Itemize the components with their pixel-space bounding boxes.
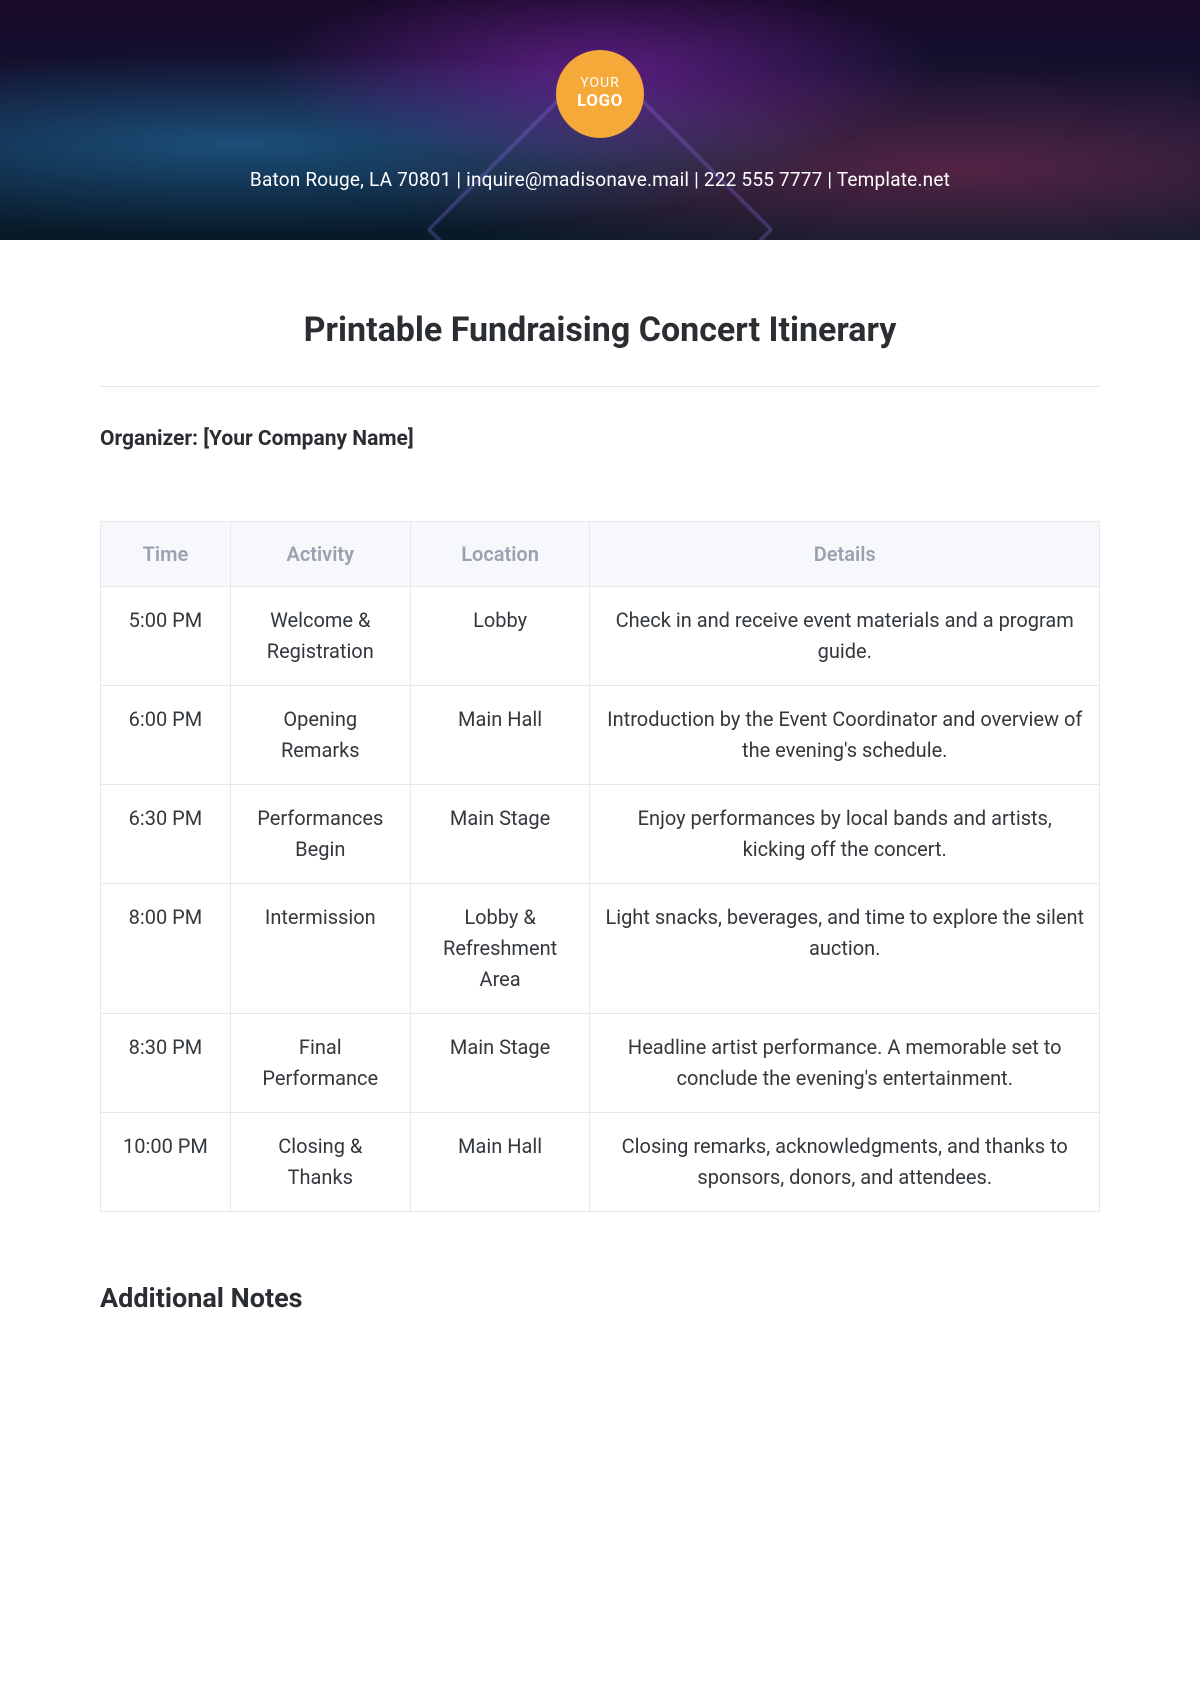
table-row: 5:00 PM Welcome & Registration Lobby Che… [101, 587, 1100, 686]
col-header-location: Location [410, 522, 590, 587]
cell-time: 5:00 PM [101, 587, 231, 686]
page-title: Printable Fundraising Concert Itinerary [100, 310, 1100, 350]
table-row: 6:00 PM Opening Remarks Main Hall Introd… [101, 686, 1100, 785]
cell-activity: Final Performance [230, 1014, 410, 1113]
itinerary-table: Time Activity Location Details 5:00 PM W… [100, 521, 1100, 1212]
col-header-time: Time [101, 522, 231, 587]
table-row: 6:30 PM Performances Begin Main Stage En… [101, 785, 1100, 884]
cell-location: Main Hall [410, 686, 590, 785]
cell-location: Lobby & Refreshment Area [410, 884, 590, 1014]
logo-badge: YOUR LOGO [556, 50, 644, 138]
cell-time: 8:00 PM [101, 884, 231, 1014]
cell-time: 6:00 PM [101, 686, 231, 785]
divider [100, 386, 1100, 387]
contact-line: Baton Rouge, LA 70801 | inquire@madisona… [250, 168, 950, 191]
notes-heading: Additional Notes [100, 1282, 1100, 1314]
table-header-row: Time Activity Location Details [101, 522, 1100, 587]
organizer-line: Organizer: [Your Company Name] [100, 427, 1100, 451]
cell-activity: Intermission [230, 884, 410, 1014]
cell-activity: Performances Begin [230, 785, 410, 884]
cell-location: Main Stage [410, 1014, 590, 1113]
cell-location: Main Hall [410, 1113, 590, 1212]
col-header-details: Details [590, 522, 1100, 587]
document-body: Printable Fundraising Concert Itinerary … [0, 240, 1200, 1354]
header-banner: YOUR LOGO Baton Rouge, LA 70801 | inquir… [0, 0, 1200, 240]
cell-details: Introduction by the Event Coordinator an… [590, 686, 1100, 785]
cell-activity: Closing & Thanks [230, 1113, 410, 1212]
cell-location: Main Stage [410, 785, 590, 884]
cell-location: Lobby [410, 587, 590, 686]
cell-activity: Opening Remarks [230, 686, 410, 785]
table-row: 8:30 PM Final Performance Main Stage Hea… [101, 1014, 1100, 1113]
cell-time: 6:30 PM [101, 785, 231, 884]
cell-details: Headline artist performance. A memorable… [590, 1014, 1100, 1113]
cell-details: Check in and receive event materials and… [590, 587, 1100, 686]
logo-line2: LOGO [577, 92, 623, 111]
col-header-activity: Activity [230, 522, 410, 587]
cell-time: 8:30 PM [101, 1014, 231, 1113]
cell-details: Light snacks, beverages, and time to exp… [590, 884, 1100, 1014]
cell-time: 10:00 PM [101, 1113, 231, 1212]
cell-details: Closing remarks, acknowledgments, and th… [590, 1113, 1100, 1212]
table-row: 10:00 PM Closing & Thanks Main Hall Clos… [101, 1113, 1100, 1212]
logo-line1: YOUR [580, 76, 620, 91]
cell-details: Enjoy performances by local bands and ar… [590, 785, 1100, 884]
table-row: 8:00 PM Intermission Lobby & Refreshment… [101, 884, 1100, 1014]
cell-activity: Welcome & Registration [230, 587, 410, 686]
